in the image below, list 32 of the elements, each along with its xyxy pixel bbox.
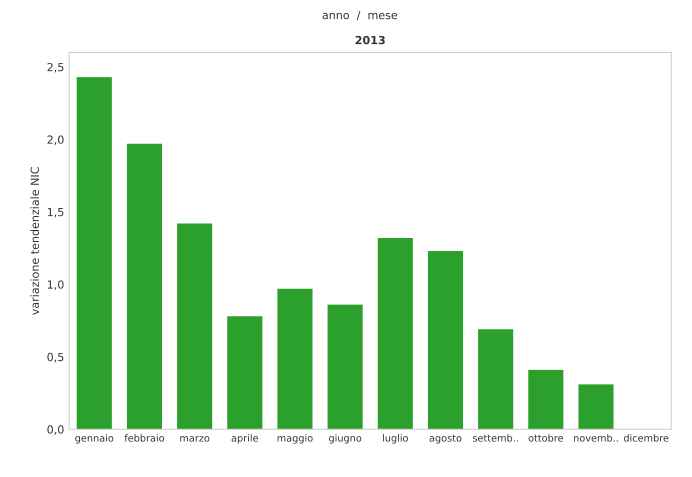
- x-tick-label: agosto: [430, 434, 462, 444]
- x-tick-label: febbraio: [124, 434, 164, 442]
- bar: [328, 304, 363, 430]
- x-tick-label: giugno: [329, 434, 362, 444]
- bar: [578, 384, 614, 430]
- y-tick-label: 1,5: [48, 208, 64, 218]
- x-tick-label: luglio: [383, 434, 408, 444]
- x-tick-label: ottobre: [528, 434, 564, 442]
- x-tick-label: aprile: [232, 434, 258, 444]
- y-axis-title: variazione tendenziale NIC: [30, 167, 39, 315]
- x-tick-label: dicembre: [624, 434, 668, 442]
- x-tick-label: gennaio: [75, 434, 114, 444]
- bar: [528, 370, 564, 430]
- y-tick-label: 2,5: [47, 62, 64, 72]
- chart-subtitle: 2013: [356, 36, 385, 44]
- chart-title: anno / mese: [322, 10, 398, 20]
- x-tick-label: marzo: [180, 436, 210, 442]
- bar: [76, 77, 112, 430]
- bar: [126, 144, 162, 430]
- bar: [277, 288, 313, 430]
- x-tick-label: novemb..: [574, 434, 618, 442]
- y-tick-label: 0,5: [47, 352, 64, 362]
- y-tick-label: 2,0: [47, 135, 64, 145]
- x-tick-label: settemb..: [472, 434, 518, 442]
- x-tick-label: maggio: [278, 434, 313, 444]
- bar: [478, 329, 514, 430]
- y-tick-label: 0,0: [47, 425, 64, 435]
- bar: [227, 316, 262, 430]
- bar: [428, 251, 464, 430]
- bar: [177, 223, 212, 430]
- bar: [378, 238, 413, 430]
- y-tick-label: 1,0: [48, 280, 64, 290]
